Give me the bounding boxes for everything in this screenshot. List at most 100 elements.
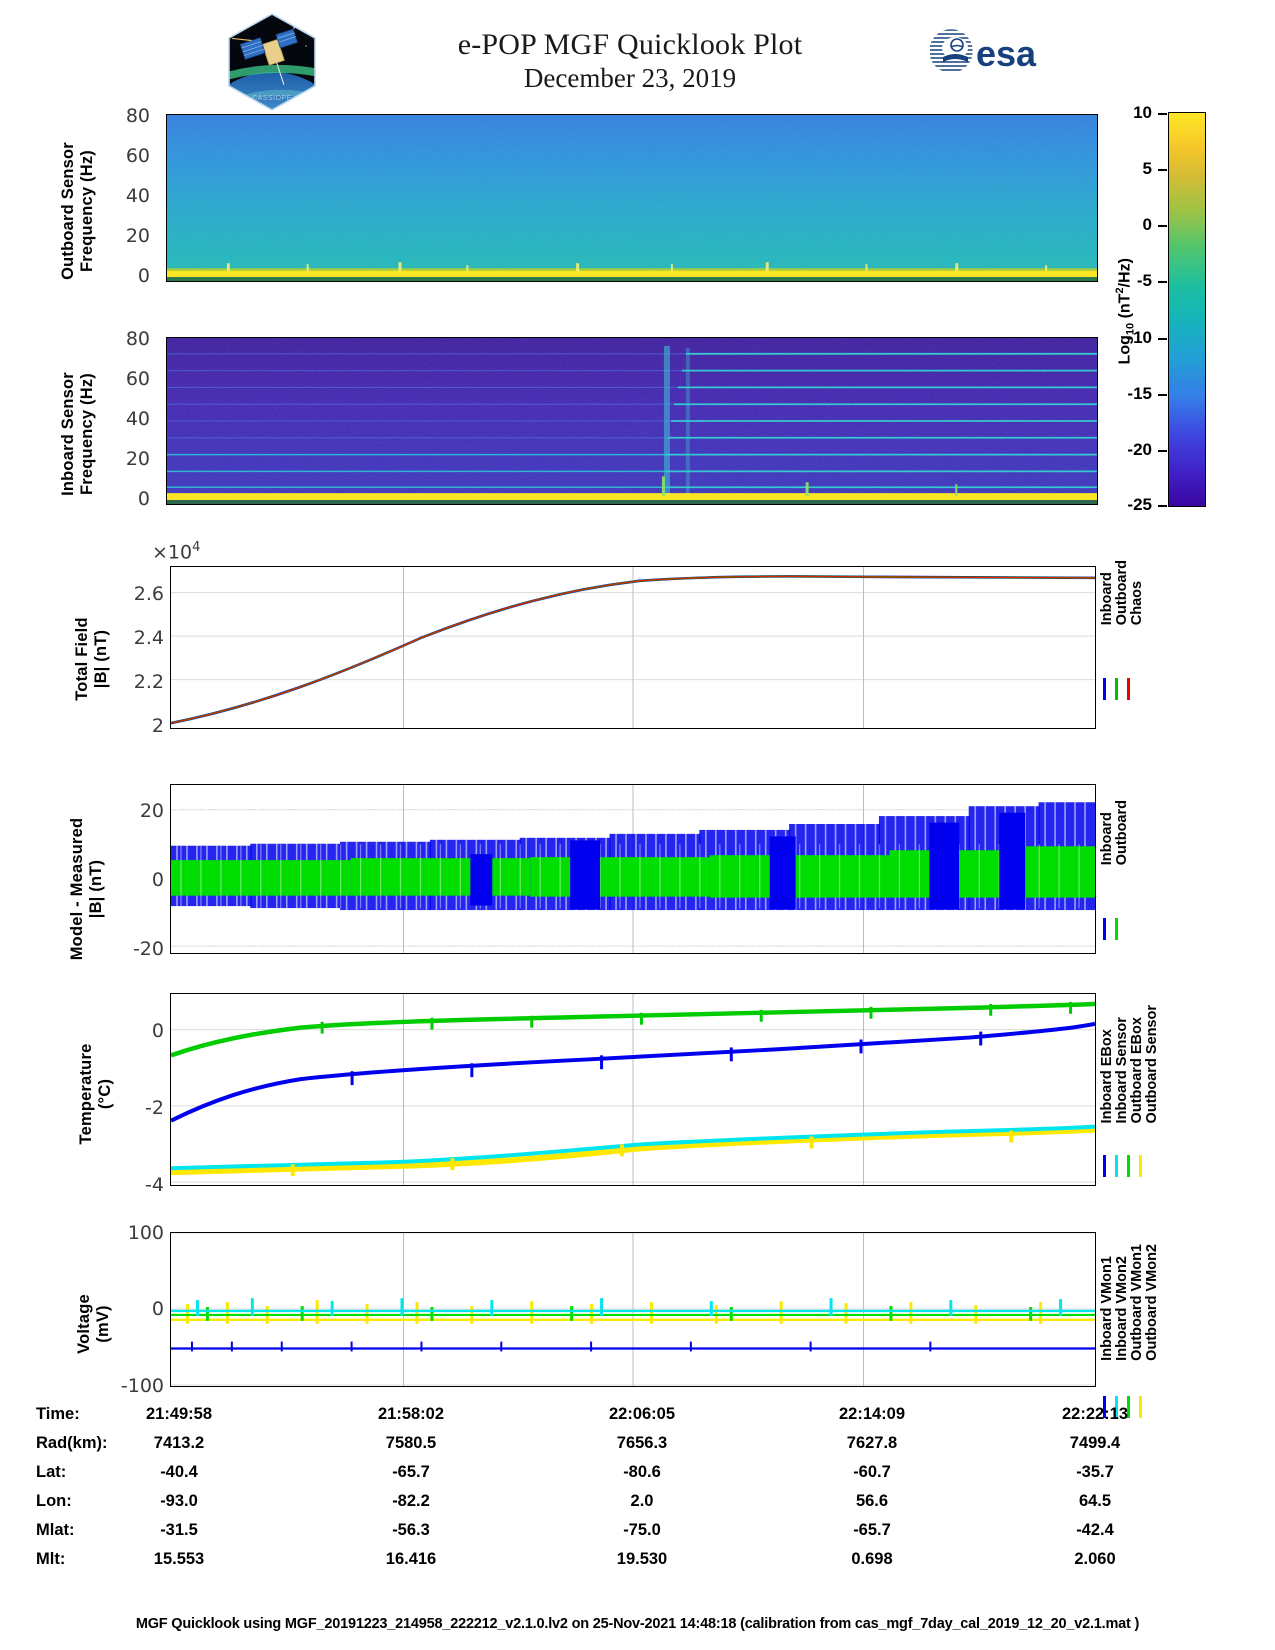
legend-swatch-outboard-vmon2: [1139, 1396, 1142, 1418]
legend-swatch-inboard: [1103, 678, 1106, 700]
page-header: CASSIOPE e-POP MGF Quicklook Plot Decemb…: [0, 0, 1275, 111]
colorbar-tick-label: -10: [1127, 328, 1152, 347]
table-cell: 2.0: [630, 1492, 654, 1510]
voltage-axes: [170, 1232, 1096, 1387]
colorbar-tick-label: 0: [1142, 215, 1152, 234]
ytick: 20: [125, 448, 150, 470]
ytick: 0: [151, 1020, 164, 1042]
legend-label: Inboard Sensor: [1114, 1017, 1130, 1124]
ytick: 80: [125, 105, 150, 127]
table-cell: -80.6: [623, 1463, 661, 1481]
table-cell: 15.553: [153, 1550, 205, 1568]
legend-swatch-inboard-sensor: [1115, 1155, 1118, 1177]
ytick: -100: [120, 1375, 164, 1397]
row-label: Rad(km):: [36, 1434, 108, 1452]
row-label: Mlt:: [36, 1550, 66, 1568]
legend-label: Inboard: [1099, 812, 1115, 866]
table-cell: 7627.8: [846, 1434, 898, 1452]
ytick: 2: [151, 715, 164, 737]
table-cell: -42.4: [1076, 1521, 1114, 1539]
table-cell: 0.698: [851, 1550, 893, 1568]
ytick: 0: [137, 265, 150, 287]
table-cell: -56.3: [392, 1521, 430, 1539]
ephemeris-table: Time: 21:49:58 21:58:02 22:06:05 22:14:0…: [0, 1405, 1275, 1600]
row-label: Time:: [36, 1405, 80, 1423]
colorbar-tick-label: -20: [1127, 440, 1152, 459]
table-cell: 7499.4: [1069, 1434, 1121, 1452]
title-main: e-POP MGF Quicklook Plot: [457, 28, 803, 61]
legend-swatch-inboard: [1103, 918, 1106, 940]
legend-swatch-outboard-sensor: [1139, 1155, 1142, 1177]
ytick: -4: [145, 1174, 164, 1196]
table-cell: 56.6: [855, 1492, 889, 1510]
table-cell: 7656.3: [616, 1434, 668, 1452]
panel-model-measured-ylabel: Model - Measured |B| (nT): [68, 817, 105, 961]
legend-label: Outboard: [1114, 800, 1130, 866]
table-row: Mlat: -31.5 -56.3 -75.0 -65.7 -42.4: [0, 1521, 1130, 1550]
legend-swatch-chaos: [1127, 678, 1130, 700]
legend-swatch-inboard-ebox: [1103, 1155, 1106, 1177]
table-cell: -60.7: [853, 1463, 891, 1481]
ytick: 2.4: [133, 627, 164, 649]
table-row: Rad(km): 7413.2 7580.5 7656.3 7627.8 749…: [0, 1434, 1130, 1463]
legend-label: Outboard EBox: [1129, 1017, 1145, 1124]
legend-swatch-inboard-vmon1: [1103, 1396, 1106, 1418]
table-row: Time: 21:49:58 21:58:02 22:06:05 22:14:0…: [0, 1405, 1130, 1434]
table-cell: 22:14:09: [838, 1405, 906, 1423]
model-measured-plot: [171, 785, 1095, 953]
ytick: 0: [151, 1298, 164, 1320]
inboard-spectrogram-axes: [166, 337, 1098, 505]
table-cell: -65.7: [853, 1521, 891, 1539]
svg-text:CASSIOPE: CASSIOPE: [252, 95, 292, 102]
table-cell: -82.2: [392, 1492, 430, 1510]
inboard-spectrogram-image: [167, 338, 1097, 504]
ytick: -2: [145, 1097, 164, 1119]
row-label: Mlat:: [36, 1521, 75, 1539]
table-cell: 22:22:13: [1061, 1405, 1129, 1423]
colorbar-tick-label: -25: [1127, 495, 1152, 514]
y-axis-exponent: ×104: [152, 540, 201, 564]
esa-wordmark: esa: [976, 33, 1037, 74]
table-row: Lon: -93.0 -82.2 2.0 56.6 64.5: [0, 1492, 1130, 1521]
table-cell: -35.7: [1076, 1463, 1114, 1481]
table-cell: -65.7: [392, 1463, 430, 1481]
legend-swatch-outboard-vmon1: [1127, 1396, 1130, 1418]
ytick: 60: [125, 368, 150, 390]
ytick: 0: [137, 488, 150, 510]
table-cell: 22:06:05: [608, 1405, 676, 1423]
ytick: 60: [125, 145, 150, 167]
table-cell: 16.416: [385, 1550, 437, 1568]
ytick: 2.6: [133, 583, 164, 605]
footer-provenance: MGF Quicklook using MGF_20191223_214958_…: [135, 1616, 1140, 1632]
colorbar-tick-label: 10: [1133, 103, 1152, 122]
total-field-plot: [171, 567, 1095, 728]
outboard-spectrogram-axes: [166, 114, 1098, 282]
legend-label: Inboard EBox: [1099, 1029, 1115, 1124]
table-cell: 21:49:58: [145, 1405, 213, 1423]
table-cell: 21:58:02: [377, 1405, 445, 1423]
table-cell: 7580.5: [385, 1434, 437, 1452]
model-measured-axes: [170, 784, 1096, 954]
panel-inboard-ylabel: Inboard Sensor Frequency (Hz): [59, 372, 96, 496]
ytick: 100: [127, 1222, 164, 1244]
legend-label: Outboard: [1114, 560, 1130, 626]
row-label: Lat:: [36, 1463, 67, 1481]
ytick: 20: [125, 225, 150, 247]
legend-swatch-outboard-ebox: [1127, 1155, 1130, 1177]
legend-label: Outboard VMon2: [1144, 1244, 1160, 1361]
colorbar-tick-label: -15: [1127, 384, 1152, 403]
table-cell: -40.4: [160, 1463, 198, 1481]
colorbar-tick-label: 5: [1142, 159, 1152, 178]
legend-label: Inboard: [1099, 572, 1115, 626]
ytick: 20: [139, 800, 164, 822]
page-title: e-POP MGF Quicklook Plot December 23, 20…: [330, 28, 930, 95]
legend-label: Outboard Sensor: [1144, 1005, 1160, 1124]
table-cell: -93.0: [160, 1492, 198, 1510]
legend-swatch-inboard-vmon2: [1115, 1396, 1118, 1418]
legend-swatch-outboard: [1115, 918, 1118, 940]
legend-label: Outboard VMon1: [1129, 1244, 1145, 1361]
table-cell: 2.060: [1074, 1550, 1116, 1568]
table-row: Lat: -40.4 -65.7 -80.6 -60.7 -35.7: [0, 1463, 1130, 1492]
ytick: -20: [132, 938, 164, 960]
